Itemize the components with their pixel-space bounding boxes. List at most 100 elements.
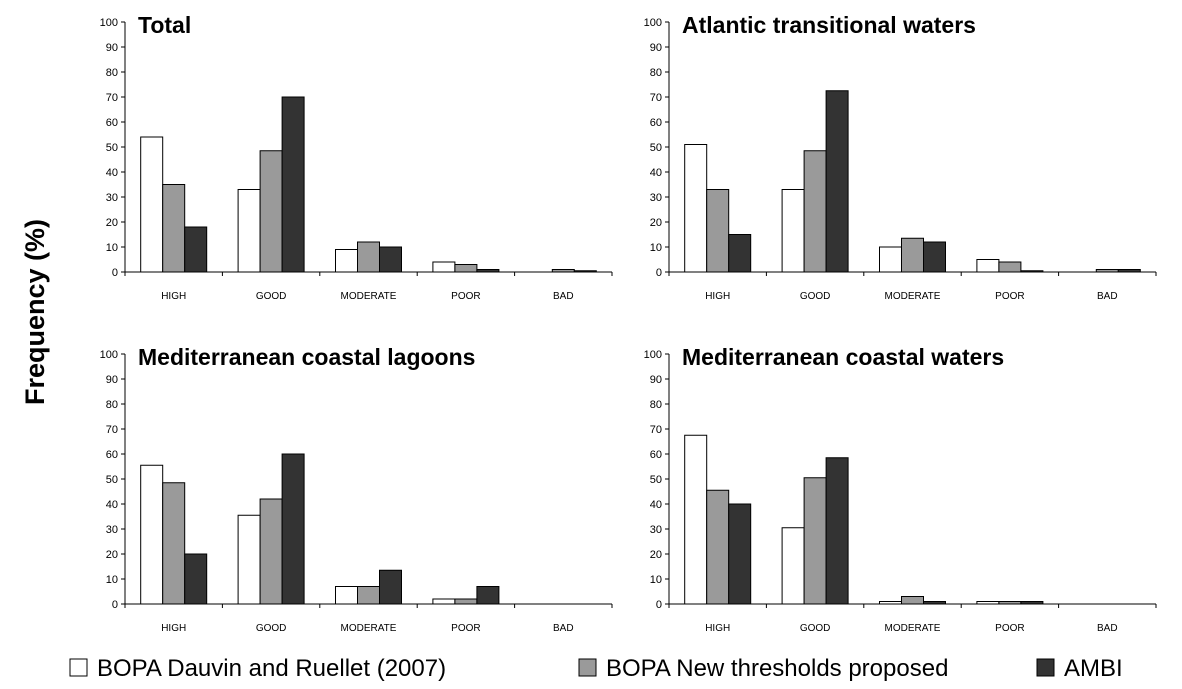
legend-swatch-1 xyxy=(578,658,597,677)
x-tick-label: MODERATE xyxy=(341,291,397,302)
bar xyxy=(379,246,402,273)
x-tick-label: BAD xyxy=(553,623,574,634)
x-tick-label: POOR xyxy=(451,291,480,302)
y-tick-label: 60 xyxy=(650,449,662,461)
x-tick-label: MODERATE xyxy=(885,291,941,302)
legend: BOPA Dauvin and Ruellet (2007) BOPA New … xyxy=(69,655,1123,682)
bar xyxy=(259,150,283,273)
panel-title: Atlantic transitional waters xyxy=(682,12,976,38)
bar xyxy=(476,586,500,605)
y-tick-label: 80 xyxy=(106,67,118,79)
bar xyxy=(879,246,902,273)
x-tick-label: BAD xyxy=(1097,623,1118,634)
y-tick-label: 10 xyxy=(650,242,662,254)
y-axis-label: Frequency (%) xyxy=(20,219,50,405)
bar xyxy=(162,482,186,605)
x-tick-label: HIGH xyxy=(161,623,186,634)
y-tick-label: 0 xyxy=(112,267,118,279)
y-tick-label: 70 xyxy=(106,92,118,104)
y-tick-label: 10 xyxy=(106,242,118,254)
bar xyxy=(684,144,708,273)
x-tick-label: GOOD xyxy=(800,623,831,634)
bar xyxy=(1117,269,1141,273)
bar xyxy=(237,514,261,605)
bar xyxy=(803,477,827,605)
x-tick-label: POOR xyxy=(451,623,480,634)
y-tick-label: 80 xyxy=(106,399,118,411)
bar xyxy=(803,150,827,273)
y-tick-label: 30 xyxy=(106,524,118,536)
legend-label-2: AMBI xyxy=(1064,655,1123,682)
y-tick-label: 60 xyxy=(650,117,662,129)
legend-label-0: BOPA Dauvin and Ruellet (2007) xyxy=(97,655,446,682)
panel-3: Mediterranean coastal waters 0 10 20 30 40 50 6… xyxy=(644,344,1157,634)
y-tick-label: 90 xyxy=(106,374,118,386)
x-tick-label: POOR xyxy=(995,623,1024,634)
bar xyxy=(728,234,752,273)
x-tick-label: BAD xyxy=(553,291,574,302)
y-tick-label: 90 xyxy=(650,42,662,54)
x-tick-label: GOOD xyxy=(800,291,831,302)
bar xyxy=(781,189,805,273)
panel-title: Mediterranean coastal waters xyxy=(682,344,1004,370)
y-tick-label: 20 xyxy=(106,217,118,229)
bar xyxy=(140,464,164,605)
y-tick-label: 50 xyxy=(106,474,118,486)
bar xyxy=(335,586,358,605)
y-tick-label: 100 xyxy=(100,349,118,361)
y-tick-label: 80 xyxy=(650,399,662,411)
y-tick-label: 40 xyxy=(650,499,662,511)
x-tick-label: GOOD xyxy=(256,623,287,634)
bar xyxy=(432,598,456,605)
bar xyxy=(573,270,597,273)
panel-2: Mediterranean coastal lagoons 0 10 20 30 40 50… xyxy=(100,344,613,634)
bar xyxy=(162,184,186,273)
bar xyxy=(781,527,805,605)
y-tick-label: 30 xyxy=(650,192,662,204)
x-tick-label: MODERATE xyxy=(885,623,941,634)
bar xyxy=(901,596,924,605)
y-tick-label: 40 xyxy=(106,167,118,179)
y-tick-label: 50 xyxy=(106,142,118,154)
bar xyxy=(259,498,283,605)
bar xyxy=(454,598,478,605)
bar xyxy=(379,569,402,605)
y-tick-label: 40 xyxy=(106,499,118,511)
bar xyxy=(432,261,456,273)
y-tick-label: 10 xyxy=(106,574,118,586)
y-tick-label: 0 xyxy=(656,267,662,279)
y-tick-label: 0 xyxy=(112,599,118,611)
x-tick-label: MODERATE xyxy=(341,623,397,634)
bar xyxy=(825,90,849,273)
y-tick-label: 90 xyxy=(650,374,662,386)
y-tick-label: 60 xyxy=(106,449,118,461)
y-tick-label: 70 xyxy=(650,92,662,104)
y-tick-label: 0 xyxy=(656,599,662,611)
bar xyxy=(454,264,478,273)
bar xyxy=(825,457,849,605)
y-tick-label: 100 xyxy=(644,349,662,361)
y-tick-label: 30 xyxy=(650,524,662,536)
bar xyxy=(1020,601,1044,605)
bar xyxy=(551,269,575,273)
bar xyxy=(357,586,380,605)
bar xyxy=(184,226,208,273)
y-tick-label: 20 xyxy=(650,549,662,561)
y-tick-label: 100 xyxy=(644,17,662,29)
bar xyxy=(476,269,500,273)
y-tick-label: 70 xyxy=(650,424,662,436)
x-tick-label: BAD xyxy=(1097,291,1118,302)
bar xyxy=(879,601,902,605)
legend-label-1: BOPA New thresholds proposed xyxy=(606,655,948,682)
bar xyxy=(998,261,1022,273)
y-tick-label: 20 xyxy=(650,217,662,229)
legend-swatch-0 xyxy=(69,658,88,677)
y-tick-label: 70 xyxy=(106,424,118,436)
legend-swatch-2 xyxy=(1036,658,1055,677)
panel-title: Total xyxy=(138,12,191,38)
bar xyxy=(281,453,305,605)
bar xyxy=(1095,269,1119,273)
bar xyxy=(728,503,752,605)
